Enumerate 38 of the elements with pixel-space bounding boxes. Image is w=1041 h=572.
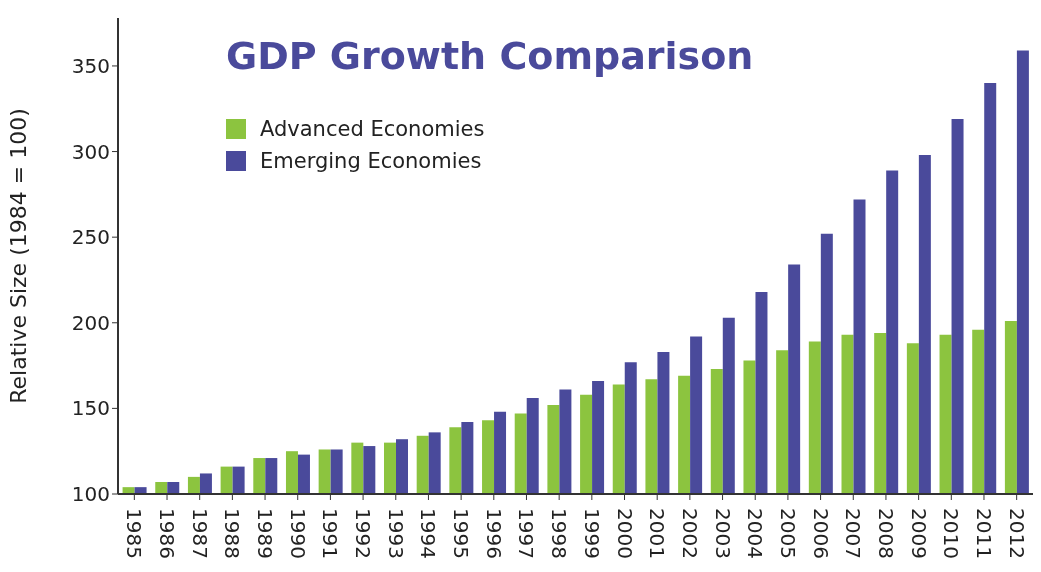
x-tick-label: 1990 bbox=[285, 508, 310, 559]
x-tick-label: 1999 bbox=[579, 508, 604, 559]
x-tick-label: 1988 bbox=[220, 508, 245, 559]
y-axis-title: Relative Size (1984 = 100) bbox=[5, 108, 31, 404]
x-tick-label: 1987 bbox=[187, 508, 212, 559]
x-tick-label: 1997 bbox=[514, 508, 539, 559]
y-tick-label: 350 bbox=[71, 54, 110, 79]
x-tick-label: 1994 bbox=[416, 508, 441, 559]
x-tick-label: 2011 bbox=[971, 508, 996, 559]
x-tick-label: 2007 bbox=[841, 508, 866, 559]
x-tick-label: 2003 bbox=[710, 508, 735, 559]
y-tick-label: 200 bbox=[71, 310, 110, 335]
x-tick-label: 1989 bbox=[253, 508, 278, 559]
y-tick-label: 150 bbox=[71, 396, 110, 421]
x-tick-label: 1995 bbox=[449, 508, 474, 559]
x-tick-label: 2004 bbox=[743, 508, 768, 559]
x-tick-label: 2005 bbox=[775, 508, 800, 559]
x-tick-label: 1991 bbox=[318, 508, 343, 559]
x-tick-label: 2010 bbox=[939, 508, 964, 559]
x-tick-label: 2008 bbox=[873, 508, 898, 559]
x-tick-label: 1985 bbox=[122, 508, 147, 559]
legend-label: Advanced Economies bbox=[260, 116, 485, 143]
x-tick-label: 2002 bbox=[677, 508, 702, 559]
y-tick-label: 100 bbox=[71, 482, 110, 507]
x-tick-label: 1996 bbox=[481, 508, 506, 559]
x-tick-label: 2000 bbox=[612, 508, 637, 559]
x-tick-label: 2006 bbox=[808, 508, 833, 559]
y-tick-label: 300 bbox=[71, 139, 110, 164]
x-tick-label: 1993 bbox=[383, 508, 408, 559]
y-tick-label: 250 bbox=[71, 225, 110, 250]
legend-label: Emerging Economies bbox=[260, 148, 482, 175]
x-tick-label: 1992 bbox=[351, 508, 376, 559]
text: GDP Growth Comparison bbox=[226, 34, 754, 78]
x-tick-label: 2009 bbox=[906, 508, 931, 559]
x-tick-label: 1986 bbox=[155, 508, 180, 559]
x-tick-label: 2012 bbox=[1004, 508, 1029, 559]
x-tick-label: 2001 bbox=[645, 508, 670, 559]
x-tick-label: 1998 bbox=[547, 508, 572, 559]
